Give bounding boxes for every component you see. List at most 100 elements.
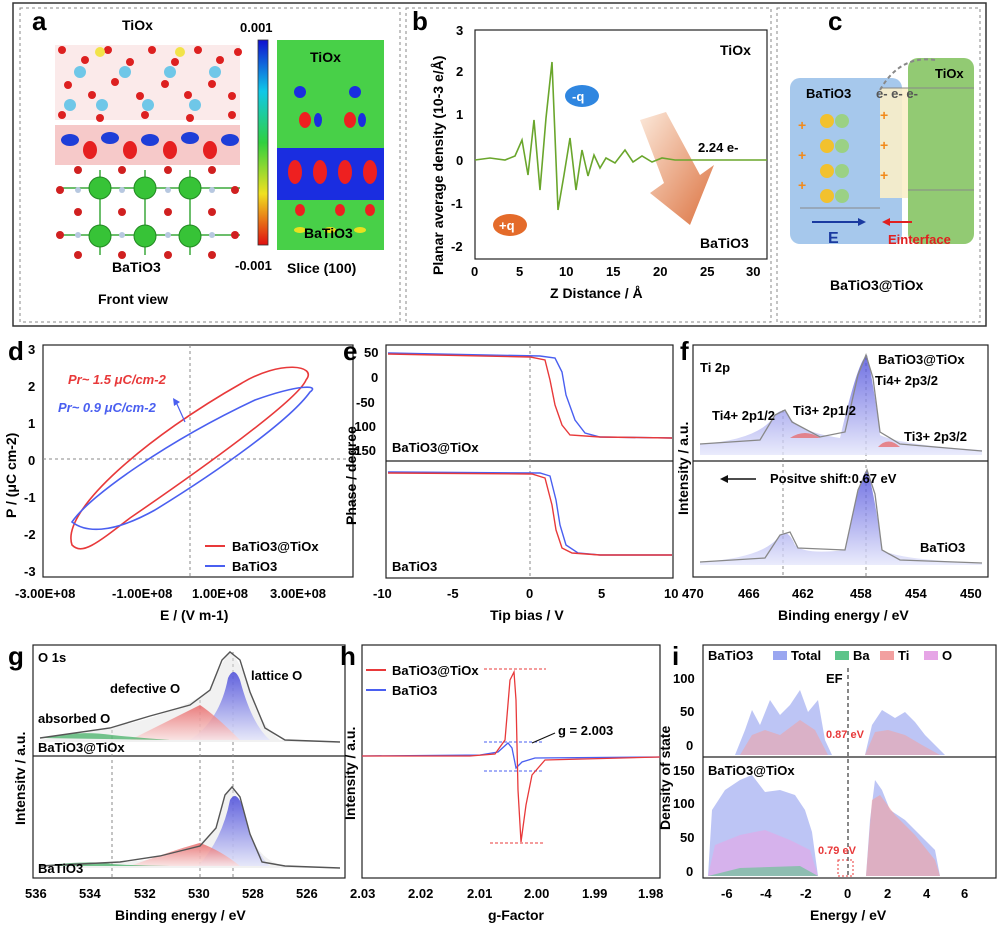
panel-b: b -q +q TiOx 2.24 e- BaTiO3 3 2 1 0 -1 -… xyxy=(412,6,768,301)
svg-text:-2: -2 xyxy=(800,886,812,901)
svg-text:Ba: Ba xyxy=(853,648,870,663)
panel-d-yticks: 3 2 1 0 -1 -2 -3 xyxy=(24,342,36,579)
peak-ti4-1-2: Ti4+ 2p1/2 xyxy=(712,408,775,423)
panel-label-h: h xyxy=(340,641,356,671)
pe-loop-blue xyxy=(70,386,314,531)
panel-e-yticks: 50 0 -50 -100 -150 xyxy=(350,345,378,458)
svg-text:-1.00E+08: -1.00E+08 xyxy=(112,586,172,601)
fermi-label: EF xyxy=(826,671,843,686)
svg-text:0: 0 xyxy=(844,886,851,901)
legend-h-red: BaTiO3@TiOx xyxy=(392,663,479,678)
svg-text:30: 30 xyxy=(746,264,760,279)
svg-text:-100: -100 xyxy=(350,419,376,434)
svg-text:1: 1 xyxy=(28,416,35,431)
svg-text:2: 2 xyxy=(28,379,35,394)
svg-text:100: 100 xyxy=(673,671,695,686)
batio3-block-label: BaTiO3 xyxy=(806,86,851,101)
panel-i-top-sample: BaTiO3 xyxy=(708,648,753,663)
panel-h-ylabel: Intensity / a.u. xyxy=(342,727,358,820)
panel-b-top-label: TiOx xyxy=(720,42,751,58)
panel-f-ylabel: Intensity / a.u. xyxy=(675,422,691,515)
interface-field-label: Einterface xyxy=(888,232,951,247)
svg-text:2: 2 xyxy=(456,64,463,79)
svg-text:0: 0 xyxy=(371,370,378,385)
field-label: E xyxy=(828,230,839,247)
slice-caption: Slice (100) xyxy=(287,260,356,276)
svg-text:5: 5 xyxy=(516,264,523,279)
legend-h-blue: BaTiO3 xyxy=(392,683,437,698)
svg-text:2: 2 xyxy=(884,886,891,901)
svg-text:450: 450 xyxy=(960,586,982,601)
panel-label-a: a xyxy=(32,6,47,36)
panel-c-caption: BaTiO3@TiOx xyxy=(830,277,923,293)
svg-text:-4: -4 xyxy=(760,886,772,901)
svg-text:+: + xyxy=(880,107,888,123)
panel-e-bottom-sample: BaTiO3 xyxy=(392,559,437,574)
charge-slice-map xyxy=(277,40,384,250)
panel-d-xlabel: E / (V m-1) xyxy=(160,607,228,623)
panel-e-ylabel: Phase / degree xyxy=(343,426,359,525)
svg-text:1.99: 1.99 xyxy=(582,886,607,901)
tiox-block xyxy=(908,58,974,244)
panel-a: a TiOx xyxy=(32,6,384,307)
panel-a-top-label: TiOx xyxy=(122,17,153,33)
panel-b-xlabel: Z Distance / Å xyxy=(550,285,643,301)
pr-blue-label: Pr~ 0.9 μC/cm-2 xyxy=(58,400,157,415)
crystal-structure xyxy=(55,45,242,259)
svg-text:466: 466 xyxy=(738,586,760,601)
panel-g-axes xyxy=(32,644,346,879)
svg-text:f: f xyxy=(680,336,689,366)
svg-text:10: 10 xyxy=(559,264,573,279)
svg-text:O: O xyxy=(942,648,952,663)
svg-text:-1: -1 xyxy=(24,490,36,505)
panel-label-b: b xyxy=(412,6,428,36)
svg-text:3: 3 xyxy=(28,342,35,357)
svg-text:454: 454 xyxy=(905,586,927,601)
panel-i-ylabel: Density of state xyxy=(657,726,673,830)
slice-bottom-label: BaTiO3 xyxy=(304,225,353,241)
svg-text:-2: -2 xyxy=(451,239,463,254)
panel-b-axes xyxy=(474,29,768,260)
absorbed-label: absorbed O xyxy=(38,711,110,726)
svg-text:526: 526 xyxy=(296,886,318,901)
legend-i: Total Ba Ti O xyxy=(773,648,952,663)
lattice-label: lattice O xyxy=(251,668,302,683)
svg-text:-150: -150 xyxy=(350,443,376,458)
svg-text:462: 462 xyxy=(792,586,814,601)
svg-text:6: 6 xyxy=(961,886,968,901)
pr-red-label: Pr~ 1.5 μC/cm-2 xyxy=(68,372,167,387)
panel-g-ylabel: Intensitv / a.u. xyxy=(12,732,28,825)
dipole-pairs xyxy=(820,114,849,203)
panel-b-yticks: 3 2 1 0 -1 -2 xyxy=(451,23,463,254)
panel-i-bottom-sample: BaTiO3@TiOx xyxy=(708,763,795,778)
colorbar-min: -0.001 xyxy=(235,258,272,273)
svg-text:0: 0 xyxy=(471,264,478,279)
panel-f-title: Ti 2p xyxy=(700,360,730,375)
svg-text:100: 100 xyxy=(673,796,695,811)
panel-g-xticks: 536 534 532 530 528 526 xyxy=(25,886,318,901)
panel-f: Ti 2p f Ti 2p BaTiO3@TiOx Ti4+ 2p3/2 Ti4… xyxy=(675,336,989,623)
svg-text:3: 3 xyxy=(456,23,463,38)
gap-top: 0.87 eV xyxy=(826,729,865,741)
epr-blue xyxy=(361,742,661,770)
panel-d-xticks: -3.00E+08 -1.00E+08 1.00E+08 3.00E+08 xyxy=(15,586,326,601)
colorbar-max: 0.001 xyxy=(240,20,273,35)
panel-c: c BaTiO3 TiOx e- e- e- + + + + + + E Einterf… xyxy=(790,6,974,293)
svg-text:458: 458 xyxy=(850,586,872,601)
colorbar xyxy=(257,39,269,246)
panel-i-yticks: 100 50 0 150 100 50 0 xyxy=(673,671,695,879)
top-row-frame xyxy=(12,2,987,327)
svg-text:2.02: 2.02 xyxy=(408,886,433,901)
svg-text:-10: -10 xyxy=(373,586,392,601)
charge-amount: 2.24 e- xyxy=(698,140,738,155)
legend-d-blue: BaTiO3 xyxy=(232,559,277,574)
panel-e: e BaTiO3@TiOx BaTiO3 50 0 -50 -100 -150 … xyxy=(343,336,678,623)
svg-text:+: + xyxy=(798,147,806,163)
neg-charge-badge xyxy=(565,85,599,107)
panel-f-bottom-sample: BaTiO3 xyxy=(920,540,965,555)
panel-b-xticks: 0 5 10 15 20 25 30 xyxy=(471,264,760,279)
panel-i-axes xyxy=(702,644,997,879)
svg-text:2.01: 2.01 xyxy=(467,886,492,901)
panel-e-xticks: -10 -5 0 5 10 xyxy=(373,586,678,601)
